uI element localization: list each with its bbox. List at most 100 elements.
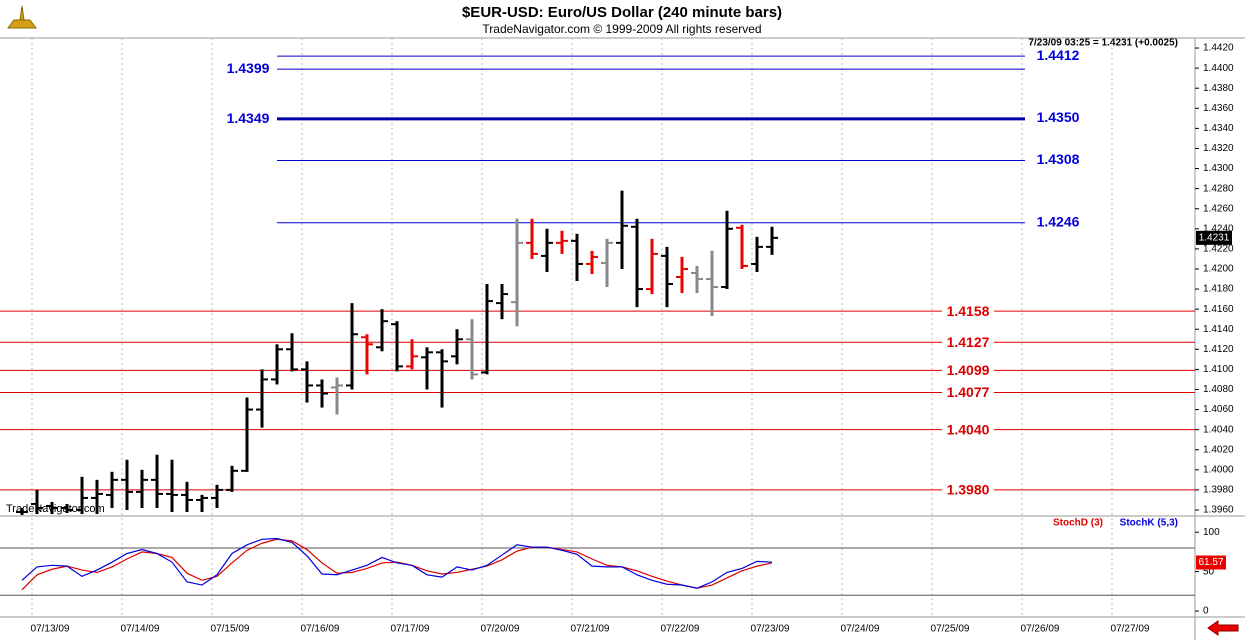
y-tick-label: 1.4380 <box>1203 83 1234 94</box>
y-tick-label: 1.4020 <box>1203 444 1234 455</box>
price-bar <box>751 236 763 272</box>
y-tick-label: 1.4220 <box>1203 244 1234 255</box>
price-bar <box>241 397 253 472</box>
price-bar <box>16 507 28 515</box>
price-bar <box>766 226 778 255</box>
x-tick-label: 07/22/09 <box>661 624 700 635</box>
y-tick-label: 1.4400 <box>1203 63 1234 74</box>
price-bar <box>151 454 163 508</box>
level-label: 1.4040 <box>947 421 990 437</box>
price-bar <box>301 361 313 403</box>
level-label-bg <box>942 421 994 438</box>
price-bar <box>46 501 58 514</box>
price-bar <box>676 256 688 294</box>
info-text: 7/23/09 03:25 = 1.4231 (+0.0025) <box>1028 38 1178 49</box>
x-tick-label: 07/15/09 <box>211 624 250 635</box>
y-tick-label: 1.4280 <box>1203 183 1234 194</box>
x-tick-label: 07/21/09 <box>571 624 610 635</box>
price-bar <box>406 339 418 370</box>
level-label: 1.4412 <box>1037 47 1080 63</box>
stoch-line <box>21 538 773 591</box>
y-tick-label: 1.4180 <box>1203 284 1234 295</box>
price-bar <box>181 481 193 512</box>
x-tick-label: 07/14/09 <box>121 624 160 635</box>
price-bar <box>211 484 223 508</box>
price-bar <box>316 379 328 408</box>
price-bar <box>496 284 508 320</box>
level-label: 1.4308 <box>1037 151 1080 167</box>
level-label-bg <box>942 362 994 379</box>
scroll-arrow[interactable] <box>1207 620 1239 636</box>
y-tick-label: 100 <box>1203 527 1220 538</box>
y-tick-label: 1.4040 <box>1203 424 1234 435</box>
price-bar <box>91 479 103 514</box>
price-bar <box>631 218 643 308</box>
price-bar <box>166 459 178 512</box>
price-bar <box>421 347 433 390</box>
price-bar <box>451 329 463 365</box>
y-tick-label: 1.4080 <box>1203 384 1234 395</box>
price-bar <box>646 238 658 295</box>
level-label: 1.4399 <box>227 60 270 76</box>
x-tick-label: 07/27/09 <box>1111 624 1150 635</box>
level-label: 1.4099 <box>947 362 990 378</box>
price-bar <box>571 233 583 282</box>
level-label-bg <box>942 334 994 351</box>
y-tick-label: 0 <box>1203 606 1209 617</box>
x-tick-label: 07/23/09 <box>751 624 790 635</box>
legend-entry: StochD (3) <box>1053 518 1103 529</box>
price-bar <box>346 303 358 390</box>
price-bar <box>721 210 733 290</box>
level-label: 1.4077 <box>947 384 990 400</box>
price-bar <box>436 349 448 408</box>
price-bar <box>331 377 343 415</box>
y-tick-label: 1.4000 <box>1203 464 1234 475</box>
last-price-tag <box>1196 230 1232 245</box>
chart-title: $EUR-USD: Euro/US Dollar (240 minute bar… <box>462 4 782 21</box>
price-bar <box>61 503 73 513</box>
y-tick-label: 1.4300 <box>1203 163 1234 174</box>
price-bar <box>556 230 568 254</box>
y-tick-label: 1.4360 <box>1203 103 1234 114</box>
price-bar <box>391 321 403 372</box>
stoch-line <box>21 537 773 589</box>
y-tick-label: 1.4200 <box>1203 264 1234 275</box>
y-tick-label: 1.4260 <box>1203 203 1234 214</box>
level-label: 1.4127 <box>947 334 990 350</box>
x-tick-label: 07/25/09 <box>931 624 970 635</box>
level-label: 1.4349 <box>227 110 270 126</box>
price-bar <box>736 224 748 269</box>
chart-subtitle: TradeNavigator.com © 1999-2009 All right… <box>482 22 761 36</box>
level-label: 1.4158 <box>947 303 990 319</box>
y-tick-label: 1.4060 <box>1203 404 1234 415</box>
price-bar <box>481 284 493 375</box>
legend-entry: StochK (5,3) <box>1120 518 1178 529</box>
level-label-bg <box>942 481 994 498</box>
price-bar <box>361 334 373 375</box>
y-tick-label: 1.4340 <box>1203 123 1234 134</box>
price-bar <box>511 218 523 327</box>
y-tick-label: 1.3960 <box>1203 505 1234 516</box>
x-tick-label: 07/20/09 <box>481 624 520 635</box>
y-tick-label: 1.4120 <box>1203 344 1234 355</box>
level-label: 1.3980 <box>947 482 990 498</box>
level-label-bg <box>942 303 994 320</box>
x-tick-label: 07/17/09 <box>391 624 430 635</box>
price-bar <box>226 465 238 492</box>
price-bar <box>586 250 598 274</box>
price-bar <box>706 250 718 317</box>
last-value-label: 61.57 <box>1198 557 1223 568</box>
level-label: 1.4246 <box>1037 213 1080 229</box>
y-tick-label: 1.4320 <box>1203 143 1234 154</box>
price-bar <box>691 265 703 294</box>
y-tick-label: 1.4140 <box>1203 324 1234 335</box>
y-tick-label: 1.4100 <box>1203 364 1234 375</box>
y-tick-label: 50 <box>1203 566 1215 577</box>
price-bar <box>601 238 613 288</box>
price-bar <box>286 333 298 372</box>
logo-icon <box>7 5 37 29</box>
price-bar <box>466 319 478 380</box>
y-tick-label: 1.4160 <box>1203 304 1234 315</box>
